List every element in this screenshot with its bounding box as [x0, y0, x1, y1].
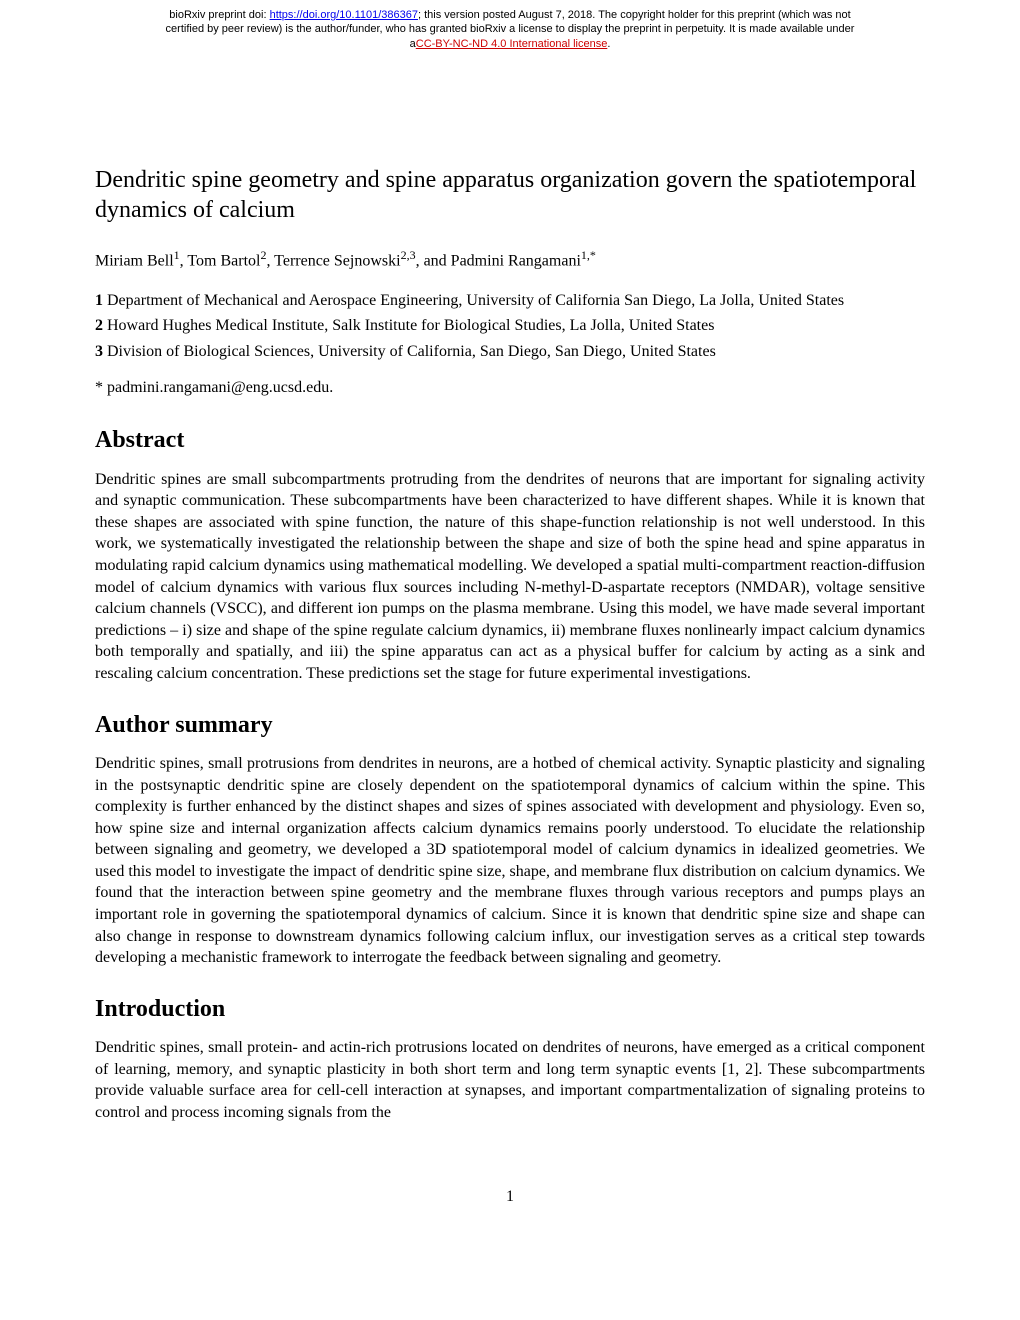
affiliation-text: Division of Biological Sciences, Univers… — [103, 343, 716, 360]
banner-text-prefix: bioRxiv preprint doi: — [169, 9, 269, 21]
affiliation-3: 3 Division of Biological Sciences, Unive… — [95, 341, 925, 363]
affiliation-text: Howard Hughes Medical Institute, Salk In… — [103, 317, 714, 334]
correspondence: * padmini.rangamani@eng.ucsd.edu. — [95, 377, 925, 399]
banner-text-suffix1: ; this version posted August 7, 2018. Th… — [418, 9, 851, 21]
page-number: 1 — [0, 1188, 1020, 1226]
affiliation-number: 2 — [95, 317, 103, 334]
page-content: Dendritic spine geometry and spine appar… — [0, 55, 1020, 1188]
paper-title: Dendritic spine geometry and spine appar… — [95, 165, 925, 225]
authors-line: Miriam Bell1, Tom Bartol2, Terrence Sejn… — [95, 247, 925, 272]
author-summary-heading: Author summary — [95, 709, 925, 741]
affiliation-text: Department of Mechanical and Aerospace E… — [103, 292, 844, 309]
affiliations-block: 1 Department of Mechanical and Aerospace… — [95, 290, 925, 363]
license-link[interactable]: CC-BY-NC-ND 4.0 International license — [416, 38, 608, 50]
introduction-text: Dendritic spines, small protein- and act… — [95, 1037, 925, 1123]
license-suffix: . — [607, 38, 610, 50]
preprint-banner: bioRxiv preprint doi: https://doi.org/10… — [0, 0, 1020, 55]
author-summary-text: Dendritic spines, small protrusions from… — [95, 753, 925, 969]
affiliation-1: 1 Department of Mechanical and Aerospace… — [95, 290, 925, 312]
abstract-heading: Abstract — [95, 424, 925, 456]
doi-link[interactable]: https://doi.org/10.1101/386367 — [270, 9, 418, 21]
affiliation-2: 2 Howard Hughes Medical Institute, Salk … — [95, 315, 925, 337]
banner-text-line2: certified by peer review) is the author/… — [166, 23, 855, 35]
introduction-heading: Introduction — [95, 993, 925, 1025]
affiliation-number: 3 — [95, 343, 103, 360]
abstract-text: Dendritic spines are small subcompartmen… — [95, 469, 925, 685]
affiliation-number: 1 — [95, 292, 103, 309]
